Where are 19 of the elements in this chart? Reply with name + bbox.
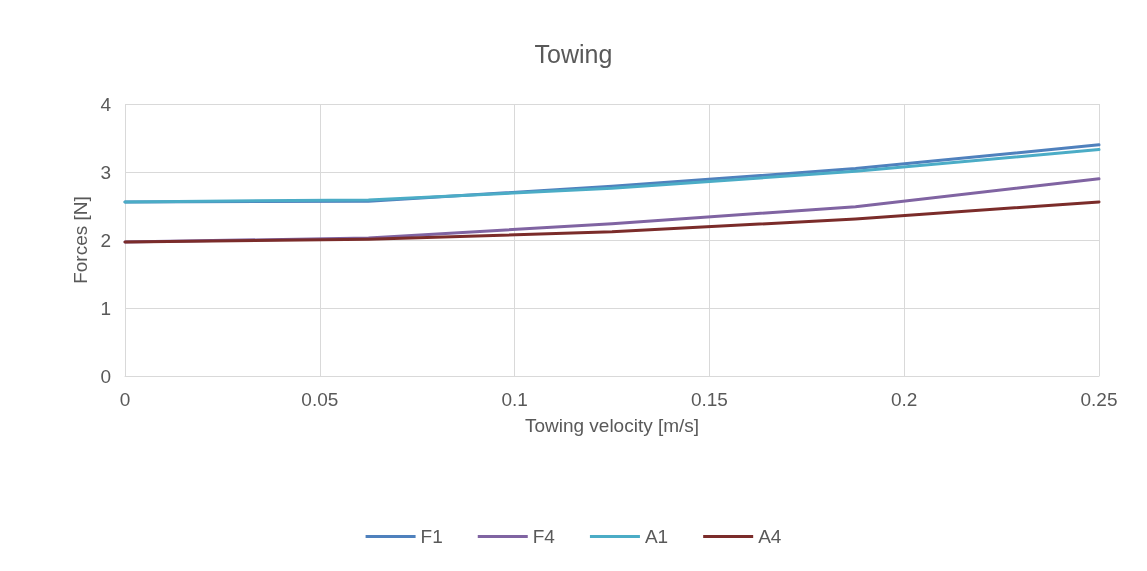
y-tick-label: 3 <box>100 161 111 183</box>
y-tick-label: 4 <box>100 93 112 115</box>
x-tick-label: 0.05 <box>301 389 339 410</box>
x-axis-title: Towing velocity [m/s] <box>524 415 700 436</box>
x-tick-label: 0.2 <box>890 389 918 410</box>
x-tick-label: 0.1 <box>501 389 528 410</box>
y-tick-label: 2 <box>100 229 111 251</box>
y-tick-label: 0 <box>100 365 111 387</box>
line-series <box>123 200 1101 244</box>
legend-label: F1 <box>420 526 443 547</box>
y-tick-label: 1 <box>100 297 111 319</box>
legend-label: A1 <box>644 526 669 547</box>
chart-title: Towing <box>534 39 613 68</box>
legend-label: F4 <box>532 526 556 547</box>
x-tick-label: 0 <box>119 389 131 410</box>
x-tick-label: 0.25 <box>1080 389 1118 410</box>
x-tick-label: 0.15 <box>690 389 728 410</box>
legend-label: A4 <box>758 526 782 547</box>
y-axis-title: Forces [N] <box>69 196 91 284</box>
